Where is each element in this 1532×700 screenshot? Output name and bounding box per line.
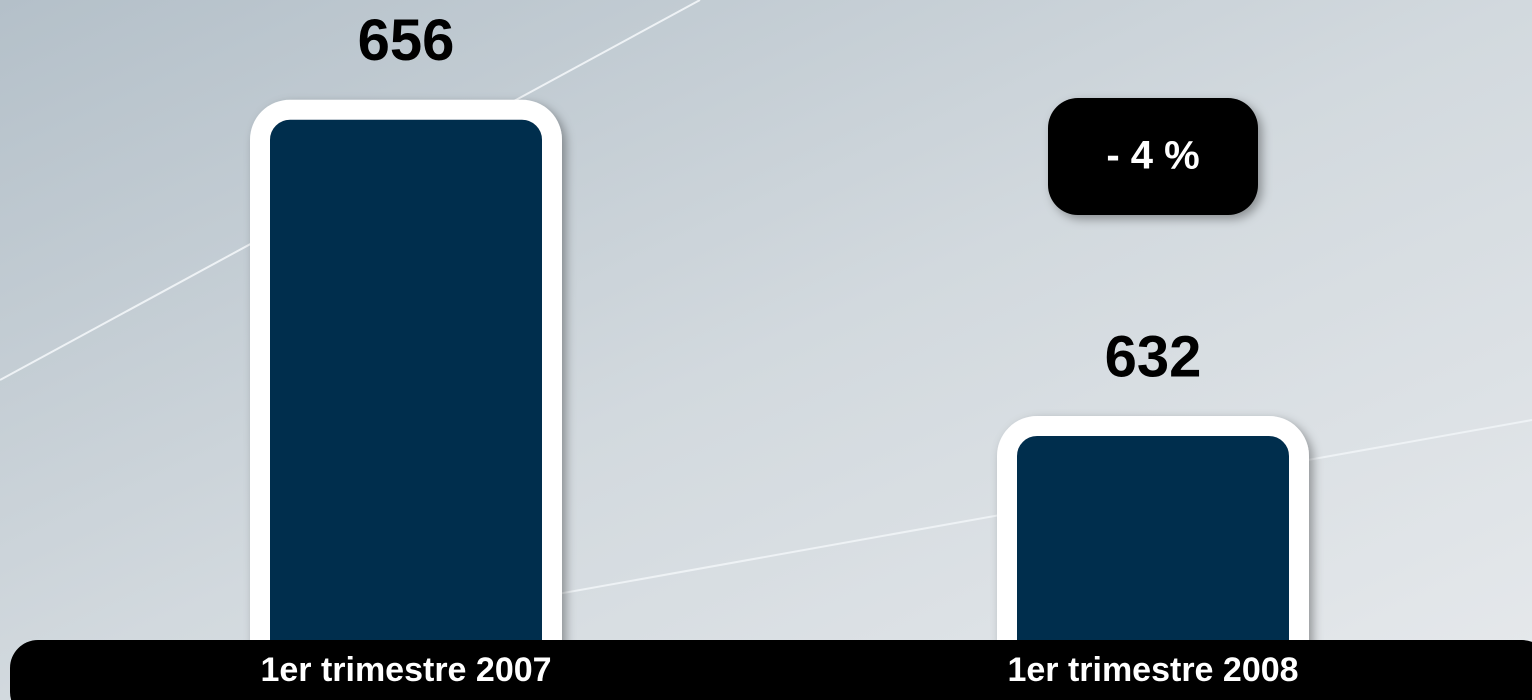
annotation: - 4 % — [1106, 134, 1199, 178]
value-label: 656 — [358, 8, 455, 73]
x-tick-label: 1er trimestre 2007 — [260, 651, 551, 689]
category-band — [10, 640, 1532, 700]
x-tick-label: 1er trimestre 2008 — [1007, 651, 1298, 689]
bars — [250, 99, 1309, 700]
value-label: 632 — [1105, 324, 1202, 389]
labels: 656 1er trimestre 2007 632 1er trimestre 20… — [260, 8, 1298, 689]
bar — [250, 99, 562, 700]
annotation-box — [1048, 98, 1258, 215]
bar — [997, 415, 1309, 700]
